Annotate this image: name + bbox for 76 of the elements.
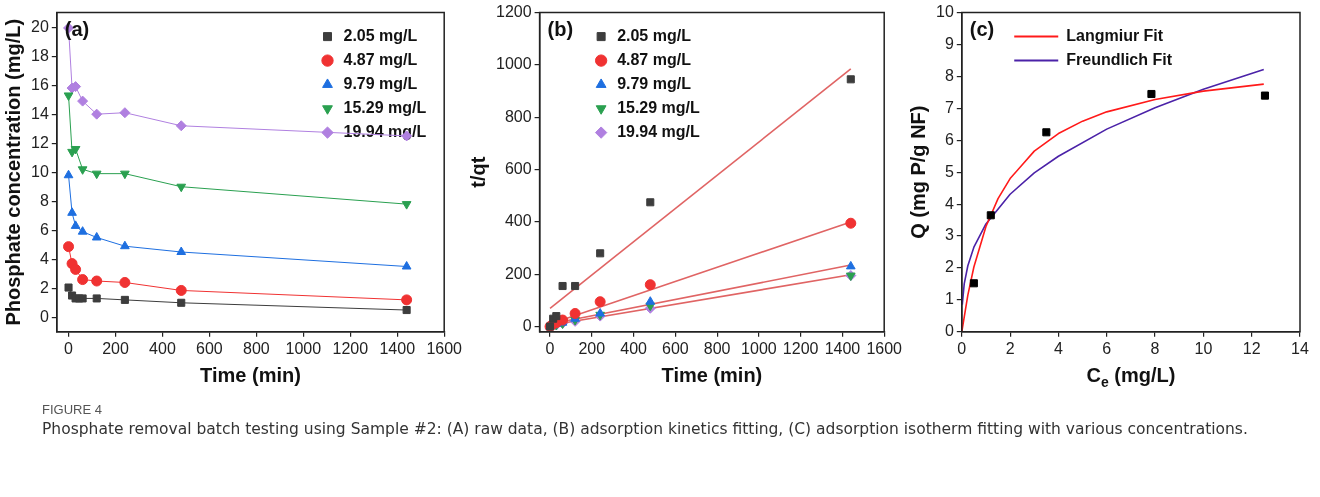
x-tick-label: 14 — [1291, 339, 1309, 357]
y-tick-label: 14 — [31, 104, 49, 122]
y-tick-label: 2 — [39, 278, 49, 296]
x-tick-label: 0 — [957, 339, 967, 357]
x-tick-label: 1600 — [866, 339, 903, 357]
legend-label: 15.29 mg/L — [343, 99, 427, 117]
legend-label: 4.87 mg/L — [343, 51, 418, 69]
x-tick-label: 1400 — [379, 339, 416, 357]
chart-title: (b) — [547, 18, 574, 41]
x-axis-title: Time (min) — [661, 363, 763, 386]
legend-label: 19.94 mg/L — [617, 123, 701, 141]
y-tick-label: 1 — [944, 290, 954, 308]
x-tick-label: 1200 — [782, 339, 819, 357]
x-tick-label: 1000 — [285, 339, 322, 357]
legend-label: 4.87 mg/L — [617, 51, 692, 69]
x-tick-label: 800 — [243, 339, 270, 357]
x-tick-label: 4 — [1053, 339, 1063, 357]
chart-title: (a) — [64, 18, 90, 41]
y-tick-label: 9 — [944, 34, 954, 52]
x-tick-label: 1400 — [824, 339, 861, 357]
x-tick-label: 800 — [703, 339, 731, 357]
x-axis-title: Time (min) — [200, 363, 301, 386]
y-tick-label: 4 — [39, 249, 49, 267]
x-tick-label: 10 — [1194, 339, 1213, 357]
y-tick-label: 12 — [31, 133, 49, 151]
y-tick-label: 400 — [504, 212, 532, 230]
legend-label: 15.29 mg/L — [617, 99, 701, 117]
text: Phosphate removal batch testing using Sample #2: (A) raw data, (B) adsorption kinetics fitting, (C) adsorption isotherm fitting with various concentrations. — [42, 419, 1249, 440]
y-tick-label: 0 — [39, 307, 49, 325]
y-tick-label: 18 — [31, 46, 49, 64]
x-tick-label: 0 — [64, 339, 74, 357]
x-tick-label: 1600 — [426, 339, 463, 357]
x-tick-label: 0 — [545, 339, 555, 357]
x-tick-label: 200 — [578, 339, 606, 357]
y-tick-label: 2 — [944, 258, 954, 276]
y-tick-label: 16 — [31, 75, 49, 93]
y-tick-label: 10 — [31, 162, 49, 180]
y-tick-label: 4 — [944, 194, 954, 212]
y-tick-label: 6 — [944, 130, 954, 148]
y-tick-label: 8 — [39, 191, 49, 209]
y-tick-label: 10 — [936, 3, 954, 21]
x-tick-label: 12 — [1242, 339, 1261, 357]
y-tick-label: 600 — [504, 159, 532, 177]
y-tick-label: 5 — [944, 162, 954, 180]
y-tick-label: 0 — [944, 322, 954, 340]
caption: FIGURE 4 — [42, 402, 103, 417]
x-tick-label: 1000 — [741, 339, 777, 357]
legend-label: 2.05 mg/L — [617, 27, 692, 45]
y-axis-title: Phosphate concentration (mg/L) — [1, 18, 24, 326]
legend-label: Langmiur Fit — [1066, 27, 1164, 45]
x-tick-label: 200 — [102, 339, 129, 357]
y-tick-label: 1000 — [496, 55, 532, 73]
y-tick-label: 200 — [504, 264, 532, 282]
legend-label: 9.79 mg/L — [343, 75, 418, 93]
y-tick-label: 1200 — [496, 3, 532, 21]
y-tick-label: 7 — [944, 98, 954, 116]
chart-title: (c) — [969, 18, 995, 41]
x-tick-label: 400 — [149, 339, 176, 357]
y-tick-label: 20 — [31, 17, 49, 35]
y-axis-title: Q (mg P/g NF) — [906, 105, 929, 239]
x-tick-label: 2 — [1005, 339, 1015, 357]
y-tick-label: 3 — [944, 226, 954, 244]
legend-label: 9.79 mg/L — [617, 75, 692, 93]
y-tick-label: 0 — [522, 316, 532, 334]
x-tick-label: 600 — [196, 339, 223, 357]
x-tick-label: 1200 — [332, 339, 369, 357]
y-axis-title: t/qt — [466, 156, 489, 188]
legend-label: Freundlich Fit — [1066, 51, 1173, 69]
x-tick-label: 600 — [662, 339, 689, 357]
legend-label: 2.05 mg/L — [343, 27, 418, 45]
x-tick-label: 400 — [620, 339, 648, 357]
x-tick-label: 6 — [1102, 339, 1112, 357]
y-tick-label: 8 — [944, 66, 954, 84]
x-tick-label: 8 — [1150, 339, 1160, 357]
y-tick-label: 6 — [39, 220, 49, 238]
y-tick-label: 800 — [504, 107, 532, 125]
